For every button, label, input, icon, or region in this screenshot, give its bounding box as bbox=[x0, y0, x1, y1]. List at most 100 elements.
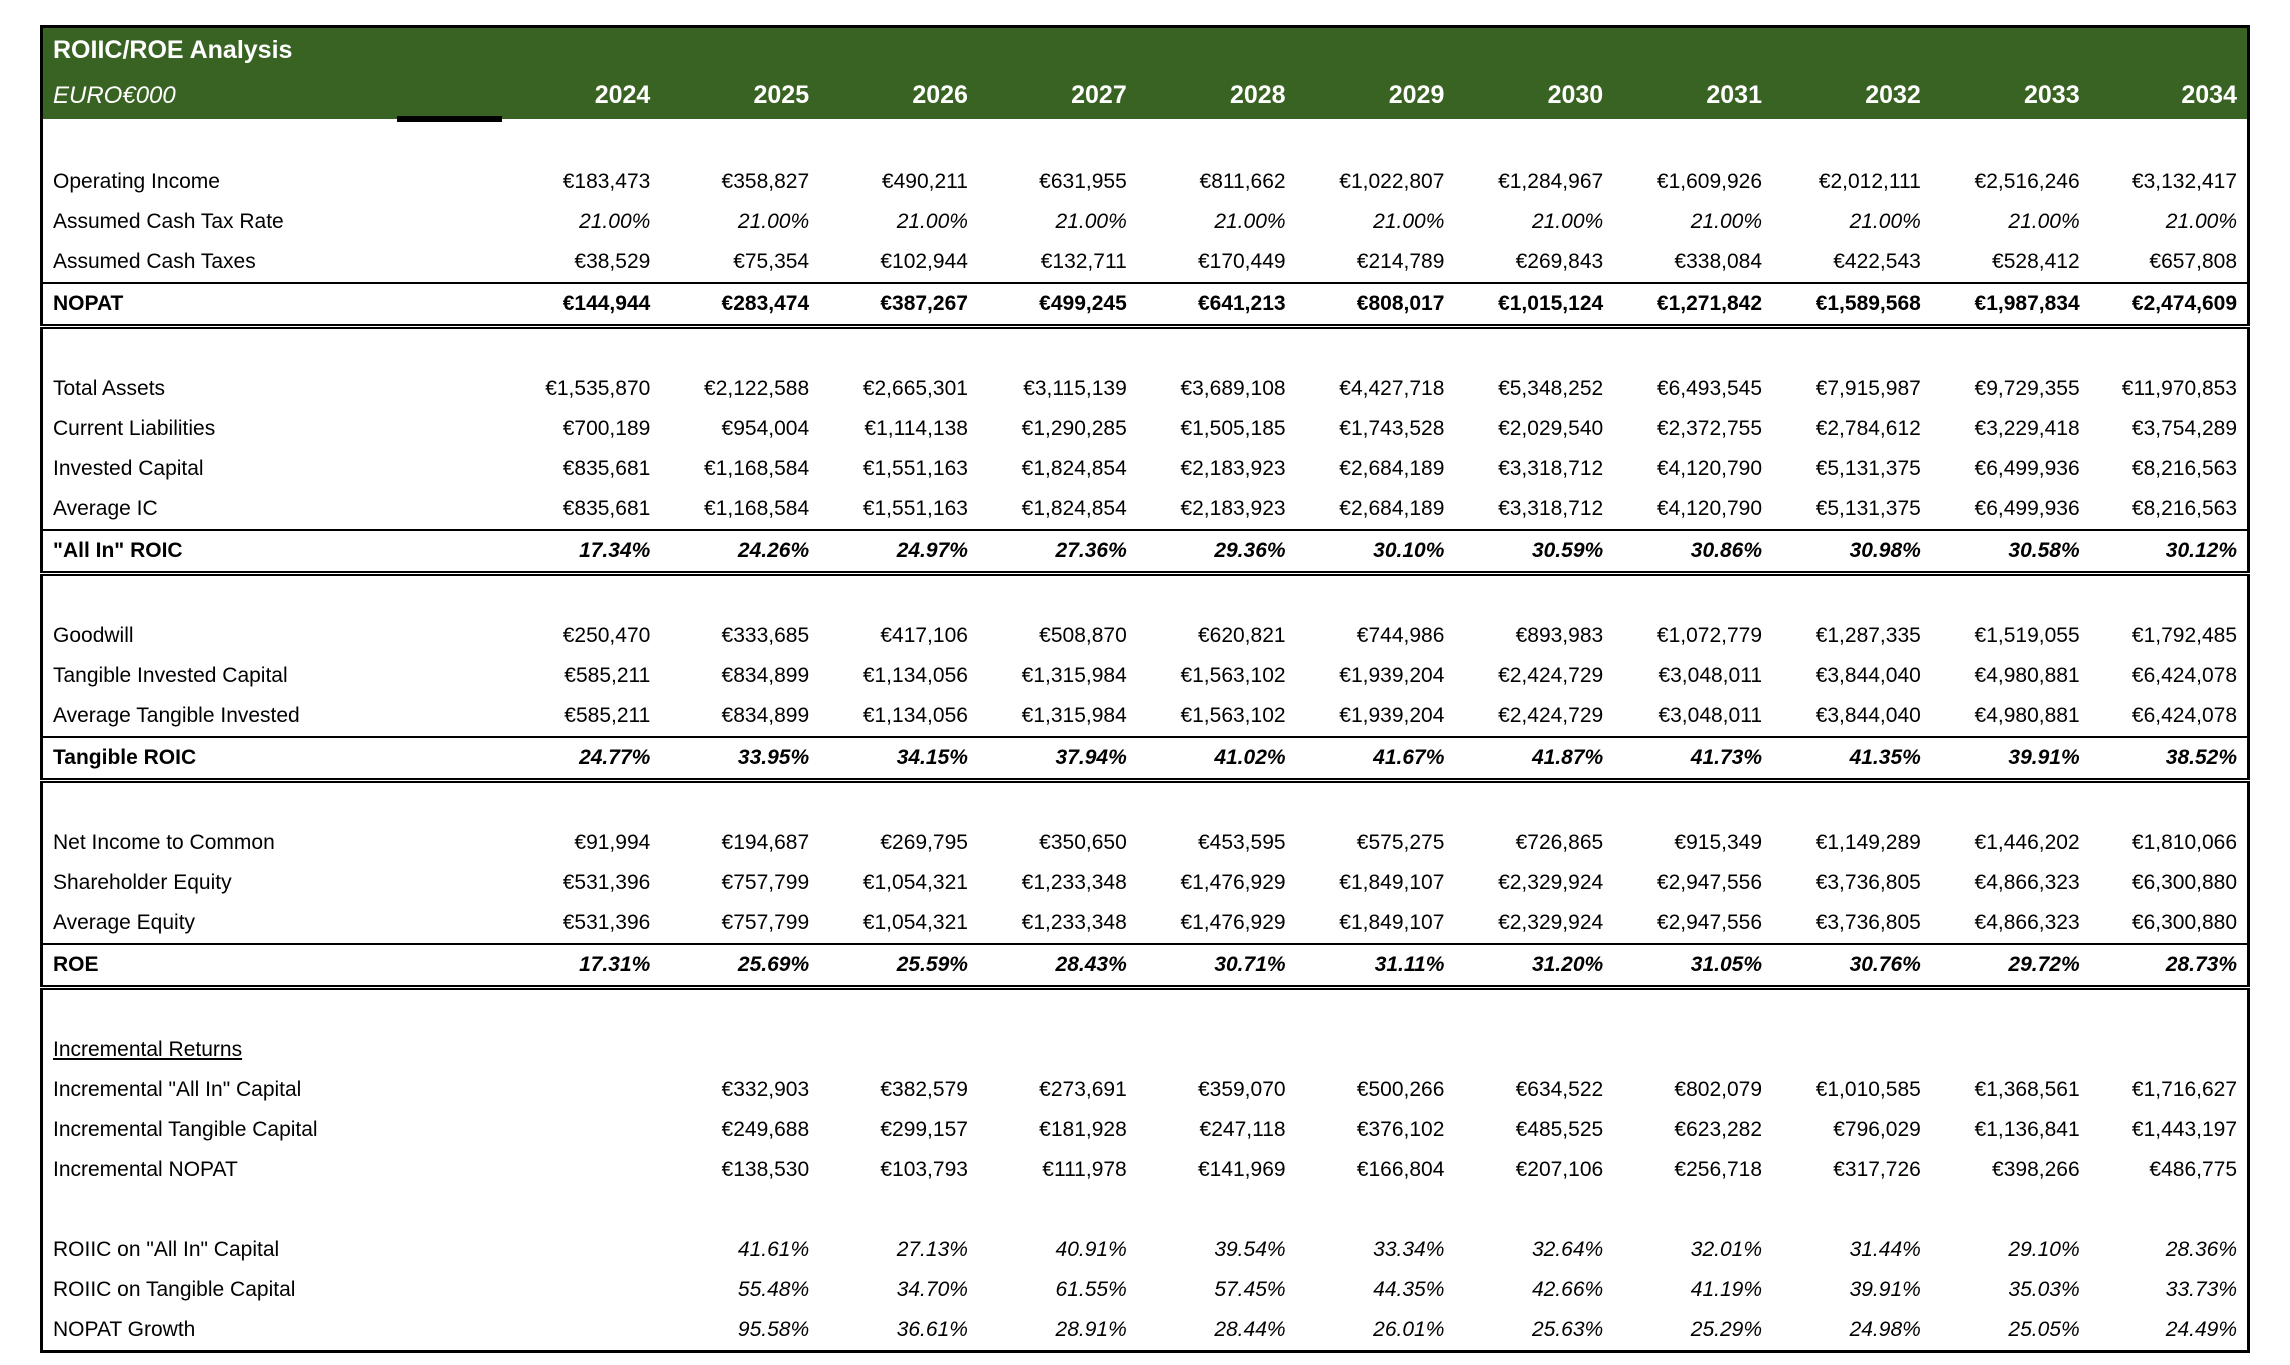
value-cell bbox=[819, 119, 978, 162]
value-cell bbox=[1454, 988, 1613, 1031]
value-cell bbox=[1772, 781, 1931, 824]
value-cell: €2,372,755 bbox=[1656, 417, 1762, 440]
value-cell: €1,149,289 bbox=[1815, 831, 1921, 854]
value-cell: €634,522 bbox=[1515, 1078, 1604, 1101]
row-label bbox=[42, 988, 397, 1031]
value-cell bbox=[978, 1190, 1137, 1230]
value-cell: €1,022,807 bbox=[1339, 170, 1445, 193]
value-cell: €3,048,011 bbox=[1658, 664, 1762, 687]
value-cell bbox=[1772, 1190, 1931, 1230]
spacer-cell bbox=[397, 449, 502, 489]
value-cell bbox=[1772, 1030, 1931, 1070]
value-cell: 57.45% bbox=[1214, 1278, 1286, 1301]
value-cell: 30.86% bbox=[1613, 529, 1772, 576]
value-cell: €299,157 bbox=[880, 1118, 968, 1141]
value-cell: €623,282 bbox=[1674, 1118, 1762, 1141]
value-cell: €1,792,485 bbox=[2131, 624, 2237, 647]
value-cell bbox=[1454, 1190, 1613, 1230]
row-label: Total Assets bbox=[53, 377, 166, 400]
value-cell: €181,928 bbox=[1039, 1118, 1127, 1141]
value-cell: €317,726 bbox=[1833, 1158, 1921, 1181]
value-cell: €2,329,924 bbox=[1498, 911, 1604, 934]
value-cell: 38.52% bbox=[2089, 736, 2249, 783]
row-label bbox=[42, 1190, 397, 1230]
value-cell: €834,899 bbox=[721, 664, 810, 687]
value-cell: €2,947,556 bbox=[1656, 871, 1762, 894]
page-title: ROIIC/ROE Analysis bbox=[41, 26, 2249, 72]
value-cell: €1,134,056 bbox=[862, 664, 968, 687]
value-cell: €183,473 bbox=[562, 170, 651, 193]
value-cell: 32.01% bbox=[1690, 1238, 1762, 1261]
value-cell: 30.76% bbox=[1772, 943, 1931, 990]
value-cell bbox=[1613, 119, 1772, 162]
value-cell: 30.98% bbox=[1772, 529, 1931, 576]
value-cell: €585,211 bbox=[564, 664, 651, 687]
value-cell: €273,691 bbox=[1039, 1078, 1127, 1101]
value-cell bbox=[1137, 574, 1296, 617]
value-cell: €1,443,197 bbox=[2131, 1118, 2237, 1141]
value-cell: 21.00% bbox=[896, 210, 968, 233]
value-cell bbox=[978, 119, 1137, 162]
value-cell: €3,844,040 bbox=[1815, 704, 1921, 727]
value-cell: €194,687 bbox=[721, 831, 810, 854]
row-label: Goodwill bbox=[53, 624, 134, 647]
value-cell bbox=[819, 1030, 978, 1070]
value-cell: €954,004 bbox=[721, 417, 810, 440]
spacer-cell bbox=[397, 1230, 502, 1270]
value-cell: 21.00% bbox=[1055, 210, 1127, 233]
value-cell: 37.94% bbox=[977, 736, 1137, 783]
table-body: Operating Income €183,473 €358,827 €490,211… bbox=[41, 119, 2249, 1352]
value-cell: €249,688 bbox=[721, 1118, 810, 1141]
value-cell: €138,530 bbox=[721, 1158, 810, 1181]
value-cell: €1,476,929 bbox=[1180, 911, 1286, 934]
value-cell: 31.05% bbox=[1613, 943, 1772, 990]
value-cell: €1,315,984 bbox=[1021, 704, 1127, 727]
value-cell bbox=[2090, 119, 2249, 162]
row-label: Incremental NOPAT bbox=[53, 1158, 238, 1181]
value-cell: €422,543 bbox=[1833, 250, 1921, 273]
value-cell: €2,424,729 bbox=[1498, 704, 1604, 727]
value-cell bbox=[502, 1270, 661, 1310]
value-cell bbox=[1296, 327, 1455, 370]
value-cell: €700,189 bbox=[562, 417, 651, 440]
row-label: Average IC bbox=[53, 497, 158, 520]
value-cell: €141,969 bbox=[1197, 1158, 1286, 1181]
year-column-header: 2026 bbox=[819, 72, 978, 119]
row-label: Net Income to Common bbox=[53, 831, 275, 854]
value-cell: €620,821 bbox=[1197, 624, 1286, 647]
value-cell bbox=[1931, 574, 2090, 617]
year-column-header: 2025 bbox=[660, 72, 820, 119]
value-cell: €3,689,108 bbox=[1180, 377, 1286, 400]
value-cell: €1,015,124 bbox=[1454, 282, 1614, 329]
value-cell: €811,662 bbox=[1199, 170, 1286, 193]
row-label: Average Tangible Invested bbox=[53, 704, 300, 727]
value-cell: 25.69% bbox=[660, 943, 820, 990]
value-cell: €350,650 bbox=[1039, 831, 1127, 854]
value-cell bbox=[1454, 119, 1613, 162]
value-cell: €11,970,853 bbox=[2121, 377, 2237, 400]
value-cell: €1,505,185 bbox=[1180, 417, 1286, 440]
spacer-cell bbox=[397, 781, 502, 824]
spacer-cell bbox=[397, 574, 502, 617]
value-cell bbox=[502, 327, 661, 370]
value-cell: €1,271,842 bbox=[1613, 282, 1772, 329]
value-cell bbox=[502, 781, 661, 824]
value-cell: €486,775 bbox=[2149, 1158, 2237, 1181]
value-cell: €2,784,612 bbox=[1815, 417, 1921, 440]
value-cell bbox=[1454, 574, 1613, 617]
value-cell bbox=[1296, 988, 1455, 1031]
value-cell bbox=[2090, 988, 2249, 1031]
value-cell: €4,120,790 bbox=[1656, 457, 1762, 480]
value-cell: 21.00% bbox=[737, 210, 810, 233]
table-row: Assumed Cash Taxes €38,529 €75,354 €102,944… bbox=[42, 242, 2249, 283]
value-cell: 31.11% bbox=[1295, 943, 1455, 990]
value-cell: €4,427,718 bbox=[1339, 377, 1445, 400]
value-cell: €499,245 bbox=[977, 282, 1137, 329]
spacer-cell bbox=[397, 616, 502, 656]
value-cell: 39.91% bbox=[1930, 736, 2090, 783]
value-cell: 31.44% bbox=[1849, 1238, 1921, 1261]
value-cell: €2,516,246 bbox=[1974, 170, 2080, 193]
value-cell: €1,476,929 bbox=[1180, 871, 1286, 894]
value-cell bbox=[1613, 781, 1772, 824]
row-label: NOPAT Growth bbox=[53, 1318, 196, 1341]
